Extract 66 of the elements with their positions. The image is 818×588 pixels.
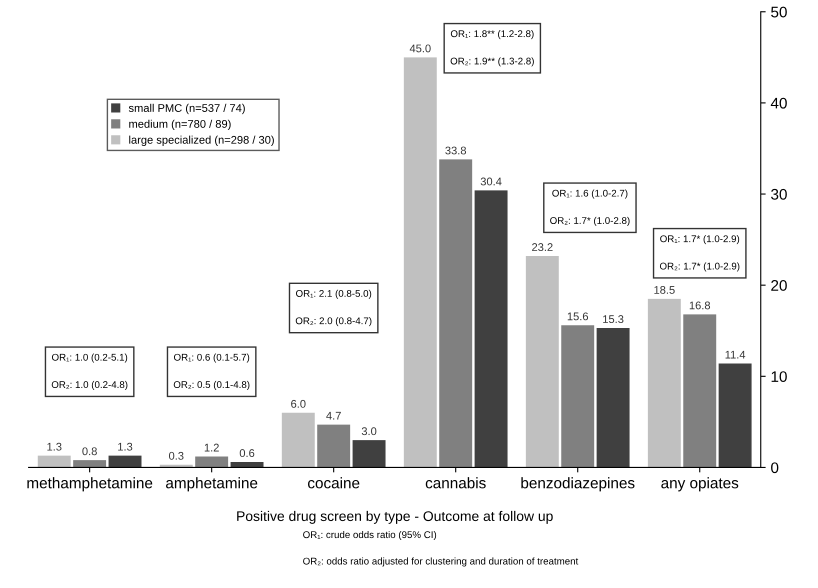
bar	[404, 57, 437, 468]
annotation: OR₂: 1.9** (1.3-2.8)	[450, 57, 534, 66]
bar	[596, 328, 630, 468]
x-axis-title: Positive drug screen by type - Outcome at follow up	[237, 510, 553, 524]
bar	[317, 424, 350, 468]
x-tick-label: cannabis	[426, 477, 486, 488]
data-label: 45.0	[410, 44, 431, 52]
bar	[195, 456, 228, 468]
data-label: 18.5	[654, 286, 675, 294]
x-tick-label: methamphetamine	[27, 477, 152, 492]
y-tick-label: 50	[771, 6, 787, 18]
y-tick-label: 40	[770, 98, 787, 109]
annotation: OR₂: 1.7* (1.0-2.8)	[550, 216, 630, 226]
legend-label: large specialized (n=298 / 30)	[129, 136, 274, 146]
data-label: 30.4	[480, 178, 502, 186]
annotation: OR₁: 1.0 (0.2-5.1)	[52, 354, 128, 363]
x-tick-label: any opiates	[661, 477, 738, 492]
annotation: OR₁: 1.6 (1.0-2.7)	[552, 190, 628, 199]
legend-label: small PMC (n=537 / 74)	[128, 104, 245, 114]
bar	[561, 325, 594, 468]
y-tick-label: 10	[772, 371, 787, 382]
data-label: 1.3	[118, 442, 132, 451]
annotation: OR₁: 1.8** (1.2-2.8)	[450, 30, 534, 40]
bar	[526, 256, 559, 468]
legend-label: medium (n=780 / 89)	[129, 120, 231, 130]
annotation: OR₁: 2.1 (0.8-5.0)	[296, 290, 372, 299]
annotation: OR₂: 1.0 (0.2-4.8)	[52, 380, 128, 390]
data-label: 23.2	[532, 243, 553, 252]
annotation: OR₁: 0.6 (0.1-5.7)	[174, 354, 250, 363]
x-tick-label: cocaine	[308, 477, 360, 488]
data-label: 0.6	[240, 449, 254, 458]
text: OR₂: odds ratio adjusted for clustering and duration of treatment	[303, 557, 578, 566]
data-label: 0.8	[82, 447, 97, 456]
bar	[38, 456, 71, 468]
bar	[108, 456, 142, 468]
data-label: 1.3	[47, 442, 62, 451]
data-label: 33.8	[445, 146, 466, 154]
bar	[648, 298, 681, 468]
bar	[439, 159, 472, 468]
data-label: 15.6	[568, 312, 588, 320]
data-label: 1.2	[204, 444, 219, 452]
bar	[352, 440, 386, 468]
data-label: 0.3	[168, 452, 184, 460]
bar	[160, 464, 193, 468]
data-label: 15.3	[603, 315, 624, 324]
bar	[282, 412, 315, 468]
data-label: 6.0	[291, 400, 306, 408]
bar	[683, 314, 716, 468]
bar	[73, 460, 106, 468]
bar	[474, 190, 508, 468]
annotation: OR₂: 2.0 (0.8-4.7)	[296, 317, 372, 326]
bar	[718, 364, 752, 468]
annotation: OR₁: 1.7* (1.0-2.9)	[660, 235, 740, 244]
data-label: 4.7	[326, 412, 341, 420]
text: OR₁: crude odds ratio (95% CI)	[303, 530, 436, 540]
annotation: OR₂: 0.5 (0.1-4.8)	[174, 380, 250, 390]
bar	[230, 462, 264, 468]
y-tick-label: 20	[771, 280, 787, 291]
x-tick-label: benzodiazepines	[521, 477, 634, 492]
annotation: OR₂: 1.7* (1.0-2.9)	[660, 262, 740, 272]
y-tick-label: 0	[771, 462, 778, 474]
y-tick-label: 30	[771, 188, 787, 200]
data-label: 11.4	[726, 350, 746, 358]
data-label: 16.8	[690, 302, 710, 310]
data-label: 3.0	[362, 427, 376, 436]
x-tick-label: amphetamine	[166, 477, 258, 492]
